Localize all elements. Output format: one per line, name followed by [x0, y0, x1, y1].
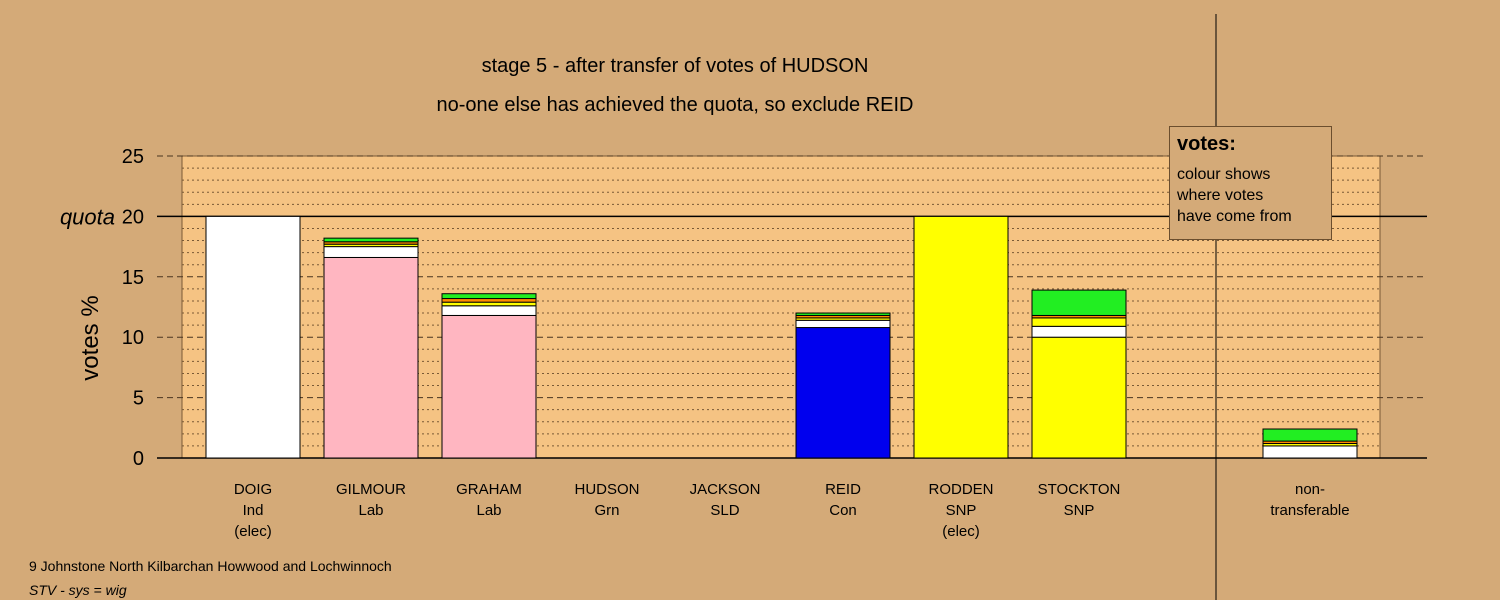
y-axis-label: votes %	[77, 295, 104, 380]
y-tick-label: 0	[133, 448, 144, 470]
bar-graham-segment	[441, 314, 537, 459]
candidate-hudson-label: HUDSON	[574, 481, 639, 498]
candidate-jackson-label: SLD	[710, 502, 739, 519]
bars	[205, 215, 1358, 459]
bar-stockton-segment	[1031, 289, 1127, 316]
system-note: STV - sys = wig	[29, 582, 127, 598]
bar-gilmour-segment	[323, 256, 419, 459]
bar-reid-segment	[795, 319, 891, 329]
bar-stockton-segment	[1031, 325, 1127, 338]
bar-graham-segment	[441, 301, 537, 307]
bar-graham-segment	[441, 293, 537, 300]
candidate-graham-label: Lab	[476, 502, 501, 519]
candidate-graham-label: GRAHAM	[456, 481, 522, 498]
bar-gilmour-segment	[323, 246, 419, 258]
y-tick-label: 10	[122, 327, 144, 349]
candidate-doig-label: DOIG	[234, 481, 272, 498]
quota-label: quota	[60, 204, 115, 229]
candidate-gilmour-label: Lab	[358, 502, 383, 519]
bar-rodden-segment	[913, 215, 1009, 459]
y-tick-label: 5	[133, 388, 144, 410]
candidate-doig-label: (elec)	[234, 523, 272, 540]
candidate-rodden-label: RODDEN	[928, 481, 993, 498]
candidate-reid-label: REID	[825, 481, 861, 498]
bar-reid-segment	[795, 327, 891, 459]
nontransferable-label: non-	[1295, 481, 1325, 498]
bar-stockton-segment	[1031, 336, 1127, 459]
bar-stockton-segment	[1031, 317, 1127, 327]
bar-nontransferable-segment	[1262, 445, 1358, 459]
chart-subtitle: no-one else has achieved the quota, so e…	[437, 94, 914, 116]
candidate-jackson-label: JACKSON	[690, 481, 761, 498]
legend-line-3: have come from	[1177, 208, 1292, 225]
nontransferable-label: transferable	[1270, 502, 1349, 519]
bar-doig-segment	[205, 215, 301, 459]
bar-graham-segment	[441, 305, 537, 316]
ward-name: 9 Johnstone North Kilbarchan Howwood and…	[29, 558, 392, 574]
candidate-hudson-label: Grn	[594, 502, 619, 519]
candidate-gilmour-label: GILMOUR	[336, 481, 406, 498]
y-ticks: 0 5 10 15 20 25	[122, 146, 144, 470]
chart-title: stage 5 - after transfer of votes of HUD…	[482, 55, 869, 77]
legend-title: votes:	[1177, 133, 1236, 155]
bar-graham-segment	[441, 298, 537, 303]
candidate-doig-label: Ind	[243, 502, 264, 519]
y-tick-label: 15	[122, 267, 144, 289]
bar-gilmour-segment	[323, 237, 419, 243]
legend-line-2: where votes	[1177, 187, 1264, 204]
candidate-stockton-label: SNP	[1064, 502, 1095, 519]
x-labels: DOIG Ind (elec) GILMOUR Lab GRAHAM Lab HUDSON Gr…	[234, 481, 1350, 540]
bar-nontransferable-segment	[1262, 428, 1358, 442]
candidate-rodden-label: SNP	[946, 502, 977, 519]
candidate-reid-label: Con	[829, 502, 857, 519]
y-tick-label: 25	[122, 146, 144, 168]
bar-reid-segment	[795, 312, 891, 316]
candidate-stockton-label: STOCKTON	[1038, 481, 1121, 498]
legend-box: votes: colour shows where votes have com…	[1169, 126, 1332, 240]
y-tick-label: 20	[122, 206, 144, 228]
legend-line-1: colour shows	[1177, 166, 1271, 183]
candidate-rodden-label: (elec)	[942, 523, 980, 540]
